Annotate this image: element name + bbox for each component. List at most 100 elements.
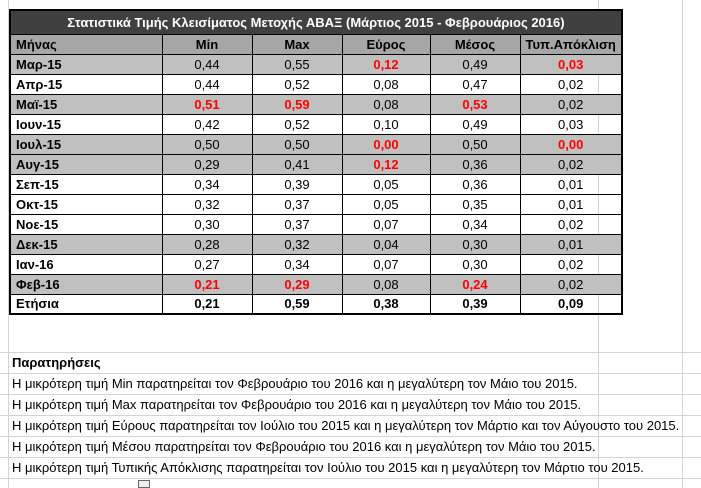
note-line[interactable]: Η μικρότερη τιμή Min παρατηρείται τον Φε… [12,376,578,391]
max-cell[interactable]: 0,29 [251,273,343,295]
std-cell[interactable]: 0,03 [519,53,623,75]
range-cell[interactable]: 0,00 [341,133,431,155]
max-cell[interactable]: 0,50 [251,133,343,155]
max-cell[interactable]: 0,59 [251,93,343,115]
table-title[interactable]: Στατιστικά Τιμής Κλεισίματος Μετοχής ΑΒΑ… [9,9,623,35]
month-cell[interactable]: Απρ-15 [9,73,163,95]
mean-cell[interactable]: 0,53 [429,93,521,115]
range-cell[interactable]: 0,08 [341,273,431,295]
min-cell[interactable]: 0,44 [161,53,253,75]
range-cell[interactable]: 0,12 [341,53,431,75]
std-cell[interactable]: 0,02 [519,273,623,295]
std-cell[interactable]: 0,02 [519,213,623,235]
max-cell[interactable]: 0,32 [251,233,343,255]
max-cell[interactable]: 0,52 [251,113,343,135]
std-cell[interactable]: 0,01 [519,193,623,215]
annual-min[interactable]: 0,21 [161,293,253,315]
mean-cell[interactable]: 0,30 [429,253,521,275]
annual-mean[interactable]: 0,39 [429,293,521,315]
min-cell[interactable]: 0,44 [161,73,253,95]
month-cell[interactable]: Νοε-15 [9,213,163,235]
month-cell[interactable]: Αυγ-15 [9,153,163,175]
min-cell[interactable]: 0,51 [161,93,253,115]
max-cell[interactable]: 0,55 [251,53,343,75]
mean-cell[interactable]: 0,49 [429,53,521,75]
month-cell[interactable]: Οκτ-15 [9,193,163,215]
paste-options-icon[interactable] [138,480,150,488]
std-cell[interactable]: 0,01 [519,173,623,195]
range-cell[interactable]: 0,08 [341,73,431,95]
month-cell[interactable]: Ιουλ-15 [9,133,163,155]
min-cell[interactable]: 0,27 [161,253,253,275]
min-cell[interactable]: 0,29 [161,153,253,175]
table-row: Σεπ-15 0,34 0,39 0,05 0,36 0,01 [9,173,623,195]
gridline [0,436,701,437]
range-cell[interactable]: 0,05 [341,193,431,215]
min-cell[interactable]: 0,42 [161,113,253,135]
min-cell[interactable]: 0,34 [161,173,253,195]
month-cell[interactable]: Δεκ-15 [9,233,163,255]
std-cell[interactable]: 0,01 [519,233,623,255]
mean-cell[interactable]: 0,36 [429,173,521,195]
notes-title[interactable]: Παρατηρήσεις [12,355,101,370]
mean-cell[interactable]: 0,36 [429,153,521,175]
header-range[interactable]: Εύρος [341,33,431,55]
mean-cell[interactable]: 0,49 [429,113,521,135]
std-cell[interactable]: 0,03 [519,113,623,135]
month-cell[interactable]: Ιαν-16 [9,253,163,275]
annual-label[interactable]: Ετήσια [9,293,163,315]
annual-range[interactable]: 0,38 [341,293,431,315]
table-row: Φεβ-16 0,21 0,29 0,08 0,24 0,02 [9,273,623,295]
min-cell[interactable]: 0,28 [161,233,253,255]
max-cell[interactable]: 0,37 [251,213,343,235]
max-cell[interactable]: 0,37 [251,193,343,215]
max-cell[interactable]: 0,41 [251,153,343,175]
note-line[interactable]: Η μικρότερη τιμή Τυπικής Απόκλισης παρατ… [12,460,644,475]
note-line[interactable]: Η μικρότερη τιμή Εύρους παρατηρείται τον… [12,418,680,433]
month-cell[interactable]: Φεβ-16 [9,273,163,295]
note-line[interactable]: Η μικρότερη τιμή Max παρατηρείται τον Φε… [12,397,582,412]
mean-cell[interactable]: 0,35 [429,193,521,215]
min-cell[interactable]: 0,30 [161,213,253,235]
header-row: Μήνας Min Max Εύρος Μέσος Τυπ.Απόκλιση [9,33,623,55]
mean-cell[interactable]: 0,24 [429,273,521,295]
range-cell[interactable]: 0,07 [341,253,431,275]
mean-cell[interactable]: 0,30 [429,233,521,255]
max-cell[interactable]: 0,34 [251,253,343,275]
table-row: Ιουλ-15 0,50 0,50 0,00 0,50 0,00 [9,133,623,155]
table-row: Αυγ-15 0,29 0,41 0,12 0,36 0,02 [9,153,623,175]
range-cell[interactable]: 0,10 [341,113,431,135]
month-cell[interactable]: Σεπ-15 [9,173,163,195]
annual-std[interactable]: 0,09 [519,293,623,315]
std-cell[interactable]: 0,02 [519,153,623,175]
month-cell[interactable]: Ιουν-15 [9,113,163,135]
header-std[interactable]: Τυπ.Απόκλιση [519,33,623,55]
min-cell[interactable]: 0,21 [161,273,253,295]
note-line[interactable]: Η μικρότερη τιμή Μέσου παρατηρείται τον … [12,439,596,454]
range-cell[interactable]: 0,05 [341,173,431,195]
std-cell[interactable]: 0,00 [519,133,623,155]
max-cell[interactable]: 0,52 [251,73,343,95]
month-cell[interactable]: Μαρ-15 [9,53,163,75]
header-min[interactable]: Min [161,33,253,55]
std-cell[interactable]: 0,02 [519,73,623,95]
std-cell[interactable]: 0,02 [519,93,623,115]
max-cell[interactable]: 0,39 [251,173,343,195]
header-mean[interactable]: Μέσος [429,33,521,55]
header-month[interactable]: Μήνας [9,33,163,55]
range-cell[interactable]: 0,07 [341,213,431,235]
range-cell[interactable]: 0,12 [341,153,431,175]
range-cell[interactable]: 0,08 [341,93,431,115]
mean-cell[interactable]: 0,50 [429,133,521,155]
range-cell[interactable]: 0,04 [341,233,431,255]
stats-table: Στατιστικά Τιμής Κλεισίματος Μετοχής ΑΒΑ… [9,9,623,315]
min-cell[interactable]: 0,32 [161,193,253,215]
std-cell[interactable]: 0,02 [519,253,623,275]
annual-max[interactable]: 0,59 [251,293,343,315]
header-max[interactable]: Max [251,33,343,55]
mean-cell[interactable]: 0,34 [429,213,521,235]
mean-cell[interactable]: 0,47 [429,73,521,95]
table-row: Δεκ-15 0,28 0,32 0,04 0,30 0,01 [9,233,623,255]
month-cell[interactable]: Μαϊ-15 [9,93,163,115]
min-cell[interactable]: 0,50 [161,133,253,155]
